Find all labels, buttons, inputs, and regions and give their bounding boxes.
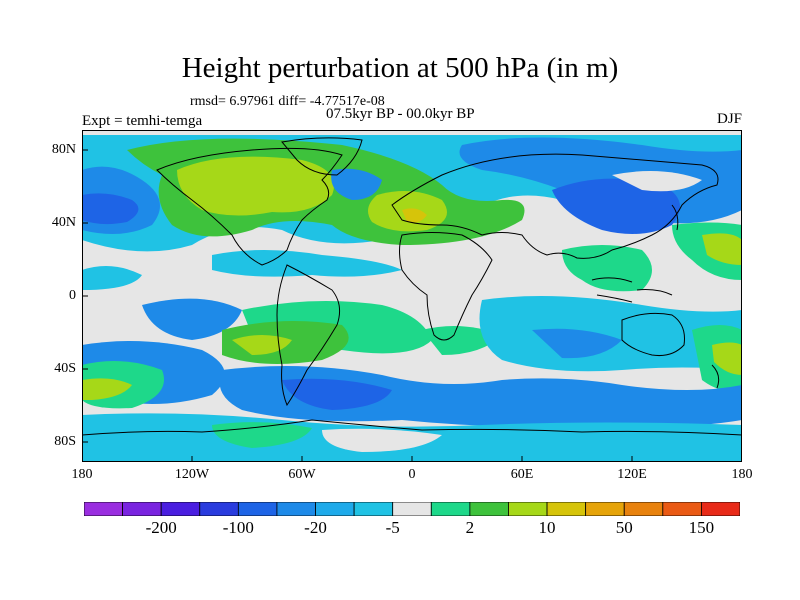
coastlines — [82, 137, 742, 436]
field-sw-pacific-yellow — [82, 378, 132, 400]
eurasia-outline — [391, 153, 719, 259]
field-na-yellow — [177, 156, 334, 216]
field-pacific-deep — [82, 193, 139, 225]
map-panel — [82, 130, 742, 462]
colorbar-swatch — [276, 502, 316, 516]
colorbar-label: 50 — [615, 518, 633, 537]
colorbar-label: -200 — [145, 518, 177, 537]
field-indo-green — [562, 245, 652, 292]
australia-outline — [621, 312, 685, 356]
colorbar-label: -100 — [222, 518, 254, 537]
y-tick-label: 0 — [69, 288, 76, 303]
field-asia-deep — [552, 178, 680, 234]
field-europe-gold — [402, 208, 427, 223]
field-io-blue — [479, 296, 742, 372]
colorbar-swatch — [701, 502, 740, 516]
field-asia-gray — [612, 171, 702, 192]
north-america-outline — [156, 147, 343, 266]
colorbar-swatch — [315, 502, 355, 516]
antarctica-outline — [82, 419, 742, 436]
y-tick-label: 40N — [51, 215, 76, 230]
field-pacific-yellow — [702, 233, 742, 265]
colorbar-swatch — [508, 502, 548, 516]
colorbar-swatch — [392, 502, 432, 516]
stats-line: rmsd= 6.97961 diff= -4.77517e-08 — [190, 94, 385, 109]
colorbar-label: -5 — [385, 518, 400, 537]
field-tropical-blue — [212, 250, 402, 277]
colorbar-swatch — [160, 502, 201, 516]
field-east-pacific-blue — [142, 298, 242, 340]
colorbar-swatch — [122, 502, 162, 516]
x-tick-label: 0 — [408, 467, 416, 482]
field-southern-ocean-deep — [282, 378, 392, 410]
japan-outline — [671, 204, 679, 231]
colorbar-swatch — [662, 502, 702, 516]
field-sa-yellow — [232, 335, 292, 355]
colorbar-swatch — [585, 502, 625, 516]
colorbar-swatch — [199, 502, 239, 516]
x-tick-label: 60E — [510, 467, 534, 482]
x-tick-label: 180 — [71, 467, 93, 482]
y-tick-label: 80N — [51, 142, 76, 157]
colorbar-label: 150 — [688, 518, 715, 537]
axis-ticks — [82, 149, 742, 462]
field-aus-yellow — [712, 342, 742, 375]
experiment-label: Expt = temhi-temga — [82, 113, 203, 129]
colorbar-swatch — [430, 502, 471, 516]
period-label: 07.5kyr BP - 00.0kyr BP — [326, 106, 475, 122]
greenland-outline — [281, 137, 363, 176]
x-tick-label: 180 — [731, 467, 753, 482]
colorbar-swatch — [84, 502, 123, 516]
colorbar-swatch — [353, 502, 394, 516]
south-america-outline — [276, 264, 341, 407]
colorbar-swatch — [623, 502, 664, 516]
colorbar-swatch — [237, 502, 278, 516]
colorbar-label: 10 — [538, 518, 556, 537]
new-zealand-outline — [711, 364, 720, 389]
africa-outline — [399, 232, 493, 341]
y-tick-label: 80S — [54, 434, 76, 449]
x-tick-label: 120E — [617, 467, 647, 482]
colorbar-swatch — [469, 502, 509, 516]
plot-title: Height perturbation at 500 hPa (in m) — [181, 52, 619, 84]
indonesia-outline — [591, 277, 673, 303]
field-antarctic-gray — [322, 428, 442, 452]
field-atlantic-blue — [331, 168, 382, 200]
x-tick-label: 120W — [174, 467, 210, 482]
colorbar — [84, 502, 740, 516]
x-tick-label: 60W — [288, 467, 316, 482]
field-io-deep — [532, 328, 622, 359]
colorbar-label: -20 — [304, 518, 327, 537]
field-tropical-cyan-left — [82, 266, 142, 290]
season-label: DJF — [716, 111, 742, 127]
y-tick-label: 40S — [54, 361, 76, 376]
colorbar-label: 2 — [465, 518, 475, 537]
field-antarctic-green — [212, 422, 312, 448]
colorbar-swatch — [546, 502, 587, 516]
